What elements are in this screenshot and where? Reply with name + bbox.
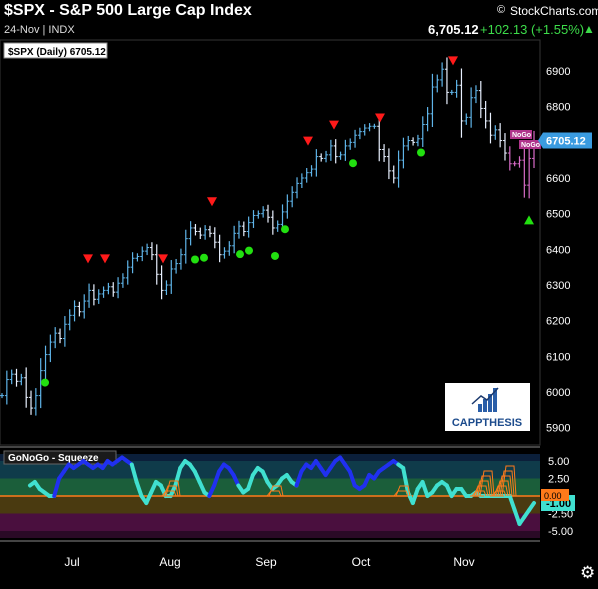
- oscillator-y-tick-label: -5.00: [548, 526, 573, 538]
- squeeze-ladder: [491, 490, 507, 497]
- buy-signal-marker: [245, 246, 253, 255]
- oscillator-line-segment: [420, 480, 430, 498]
- logo-bar: [483, 399, 487, 412]
- y-tick-label: 6000: [546, 387, 570, 399]
- sell-signal-marker: [303, 136, 313, 146]
- x-tick-label: Jul: [64, 555, 79, 569]
- capp-thesis-logo-icon: [445, 383, 530, 431]
- last-price-tag-label: 6705.12: [546, 136, 586, 148]
- squeeze-ladder: [266, 490, 282, 497]
- sell-signal-marker: [329, 120, 339, 130]
- nogo-badge: [519, 140, 541, 149]
- oscillator-band: [0, 513, 540, 531]
- y-tick-label: 6200: [546, 316, 570, 328]
- squeeze-ladder: [393, 490, 409, 497]
- oscillator-line-segment: [134, 480, 144, 498]
- sell-signal-marker: [100, 254, 110, 264]
- last-price-tag: [538, 132, 592, 149]
- y-tick-label: 6800: [546, 102, 570, 114]
- logo-text: CAPPTHESIS: [452, 417, 522, 429]
- x-tick-label: Nov: [453, 555, 474, 569]
- squeeze-ladder: [501, 465, 517, 497]
- squeeze-ladder: [471, 490, 487, 497]
- sell-signal-marker: [448, 56, 458, 66]
- y-tick-label: 5900: [546, 423, 570, 435]
- logo-bar: [478, 404, 482, 412]
- sell-signal-marker: [207, 197, 217, 207]
- oscillator-band: [0, 531, 540, 538]
- brand-name[interactable]: StockCharts.com: [510, 4, 598, 18]
- logo-trend-line: [471, 387, 499, 405]
- squeeze-ladder: [499, 470, 515, 497]
- legend-box: [3, 42, 108, 59]
- nogo-label: NoGo: [512, 132, 531, 139]
- squeeze-ladder: [165, 480, 181, 497]
- last-price: 6,705.12: [428, 22, 479, 37]
- sell-signal-marker: [158, 254, 168, 264]
- oscillator-zero-tag: [541, 489, 569, 501]
- oscillator-y-tick-label: 5.00: [548, 456, 569, 468]
- nogo-badge: [510, 130, 532, 139]
- squeeze-ladder: [479, 470, 495, 497]
- buy-signal-marker: [271, 251, 279, 260]
- oscillator-line-segment: [294, 469, 304, 488]
- y-tick-label: 6300: [546, 280, 570, 292]
- buy-signal-marker: [349, 159, 357, 168]
- squeeze-ladder: [161, 490, 177, 497]
- chart-subtitle: 24-Nov | INDX: [4, 24, 75, 36]
- oscillator-zero-label: 0.00: [544, 491, 562, 501]
- buy-signal-marker: [524, 215, 534, 225]
- oscillator-line-segment: [173, 466, 183, 488]
- squeeze-ladder: [497, 475, 513, 497]
- squeeze-ladder: [477, 475, 493, 497]
- oscillator-line-segment: [52, 476, 62, 498]
- y-tick-label: 6500: [546, 209, 570, 221]
- squeeze-ladder: [268, 485, 284, 497]
- up-arrow-icon: ▲: [583, 22, 595, 36]
- price-panel: [0, 39, 541, 446]
- nogo-label: NoGo: [521, 142, 540, 149]
- oscillator-line-segment: [527, 501, 536, 512]
- y-tick-label: 6600: [546, 173, 570, 185]
- oscillator-legend-label: GoNoGo - Squeeze: [8, 453, 99, 464]
- oscillator-line-segment: [410, 487, 420, 505]
- oscillator-y-tick-label: 2.50: [548, 474, 569, 486]
- price-change: +102.13 (+1.55%): [480, 22, 585, 37]
- y-tick-label: 6900: [546, 66, 570, 78]
- gear-icon[interactable]: ⚙: [580, 563, 596, 582]
- copyright-symbol: ©: [497, 4, 506, 16]
- x-tick-label: Oct: [352, 555, 371, 569]
- squeeze-ladder: [163, 485, 179, 497]
- sell-signal-marker: [83, 254, 93, 264]
- logo-bar: [493, 388, 497, 412]
- buy-signal-marker: [41, 378, 49, 387]
- y-tick-label: 6100: [546, 351, 570, 363]
- oscillator-line-segment: [507, 494, 517, 512]
- squeeze-ladder: [475, 480, 491, 497]
- oscillator-line-segment: [212, 469, 221, 488]
- x-tick-label: Sep: [255, 555, 277, 569]
- buy-signal-marker: [417, 148, 425, 157]
- oscillator-y-tick-label: -2.50: [548, 509, 573, 521]
- y-tick-label: 6400: [546, 244, 570, 256]
- oscillator-band: [0, 454, 540, 461]
- buy-signal-marker: [281, 225, 289, 234]
- oscillator-line-segment: [129, 462, 139, 484]
- oscillator-band: [0, 496, 540, 514]
- squeeze-ladder: [395, 485, 411, 497]
- chart-title: $SPX - S&P 500 Large Cap Index: [4, 2, 252, 19]
- x-tick-label: Aug: [159, 555, 180, 569]
- buy-signal-marker: [200, 253, 208, 262]
- sell-signal-marker: [375, 113, 385, 123]
- oscillator-line-segment: [246, 473, 255, 491]
- oscillator-legend-box: [3, 450, 117, 465]
- logo-bar: [488, 394, 492, 412]
- oscillator-line-segment: [347, 469, 357, 488]
- buy-signal-marker: [191, 255, 199, 264]
- buy-signal-marker: [236, 250, 244, 259]
- legend-label: $SPX (Daily) 6705.12: [8, 47, 106, 58]
- oscillator-line-segment: [401, 466, 410, 495]
